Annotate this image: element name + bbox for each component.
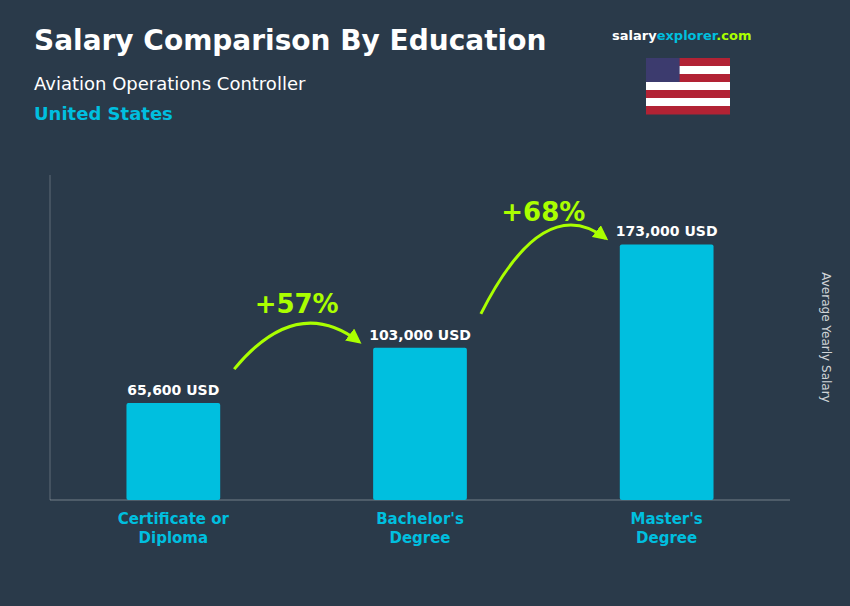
bars <box>126 244 713 500</box>
annotation: +57% <box>255 289 339 319</box>
background <box>0 0 850 606</box>
data-label: 103,000 USD <box>369 327 471 343</box>
data-label: 65,600 USD <box>127 382 219 398</box>
annotation: +68% <box>501 197 585 227</box>
growth-arrow <box>481 225 606 314</box>
brand-part: .com <box>716 28 751 43</box>
chart: Salary Comparison By Education Aviation O… <box>0 0 850 606</box>
x-tick-label-line: Degree <box>389 529 450 547</box>
x-tick-label-line: Bachelor's <box>376 510 464 528</box>
data-label: 173,000 USD <box>616 223 718 239</box>
x-tick-label: Certificate orDiploma <box>118 510 230 547</box>
brand-part: salary <box>612 28 657 43</box>
flag-canton <box>646 58 680 82</box>
brand-part: explorer <box>657 28 719 43</box>
y-axis-label: Average Yearly Salary <box>819 272 833 402</box>
flag-stripe <box>646 98 730 107</box>
subtitle: United States <box>34 103 173 124</box>
subtitle: Aviation Operations Controller <box>34 73 306 94</box>
bar <box>620 244 714 500</box>
growth-arrow <box>234 323 359 369</box>
title: Salary Comparison By Education <box>34 24 546 57</box>
x-tick-label-line: Degree <box>636 529 697 547</box>
y-axis-line <box>50 175 51 500</box>
bar <box>126 403 220 500</box>
flag-stripe <box>646 90 730 99</box>
x-tick-label-line: Diploma <box>139 529 209 547</box>
brand: salaryexplorer.com <box>612 28 751 43</box>
x-tick-label-line: Certificate or <box>118 510 230 528</box>
flag-stripe <box>646 82 730 91</box>
flag <box>646 58 730 115</box>
bar <box>373 348 467 500</box>
x-tick-label-line: Master's <box>631 510 703 528</box>
x-tick-label: Master'sDegree <box>631 510 703 547</box>
flag-stripe <box>646 106 730 115</box>
x-tick-label: Bachelor'sDegree <box>376 510 464 547</box>
